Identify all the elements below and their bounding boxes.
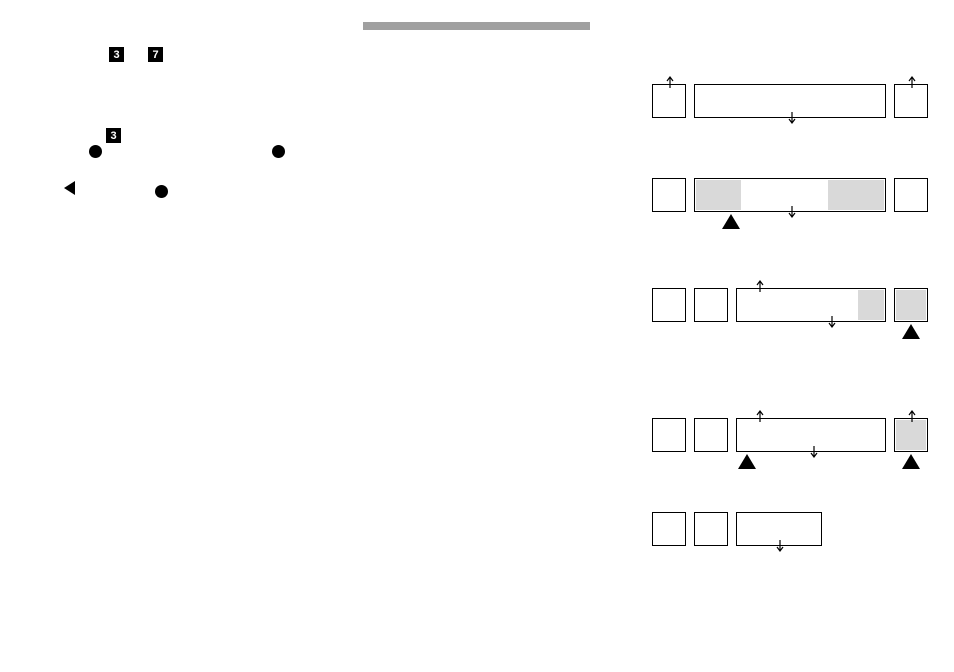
play-left-icon [64,181,75,195]
diagram-box [652,418,686,452]
arrow-down-icon [776,540,784,552]
diagram-shade [696,180,741,210]
diagram-row-1 [652,178,932,212]
diagram-box [694,288,728,322]
diagram-box [652,178,686,212]
top-bar [363,22,590,30]
diagram-row-3 [652,418,932,452]
diagram-row-2 [652,288,932,322]
step-chip-0: 3 [109,47,124,62]
step-chip-2: 3 [106,128,121,143]
diagram-row-4 [652,512,932,546]
bullet-dot-2 [155,185,168,198]
diagram-row-0 [652,84,932,118]
arrow-up-icon [666,76,674,88]
diagram-shade [896,420,926,450]
marker-triangle-icon [902,454,920,469]
arrow-down-icon [810,446,818,458]
diagram-shade [858,290,884,320]
arrow-up-icon [908,410,916,422]
arrow-up-icon [756,410,764,422]
marker-triangle-icon [738,454,756,469]
diagram-box [694,418,728,452]
bullet-dot-1 [272,145,285,158]
diagram-box [652,512,686,546]
diagram-box [694,512,728,546]
diagram-shade [896,290,926,320]
diagram-box [894,178,928,212]
step-chip-1: 7 [148,47,163,62]
diagram-box [652,288,686,322]
arrow-down-icon [788,206,796,218]
arrow-up-icon [908,76,916,88]
marker-triangle-icon [722,214,740,229]
bullet-dot-0 [89,145,102,158]
marker-triangle-icon [902,324,920,339]
arrow-down-icon [828,316,836,328]
arrow-down-icon [788,112,796,124]
arrow-up-icon [756,280,764,292]
diagram-shade [828,180,884,210]
